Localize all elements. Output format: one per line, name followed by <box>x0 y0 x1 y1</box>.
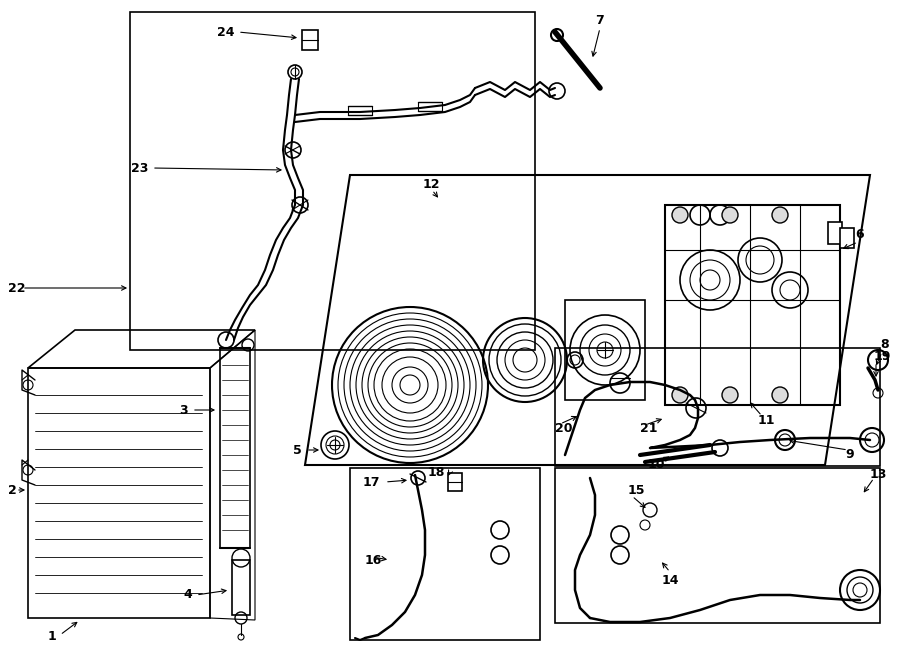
Text: 19: 19 <box>874 350 891 362</box>
Circle shape <box>672 387 688 403</box>
Text: 21: 21 <box>640 422 658 434</box>
Bar <box>130 12 535 350</box>
Bar <box>828 222 842 244</box>
Text: 7: 7 <box>596 13 605 26</box>
Text: 16: 16 <box>365 553 382 566</box>
Circle shape <box>672 207 688 223</box>
Text: 17: 17 <box>363 475 380 488</box>
Circle shape <box>772 207 788 223</box>
Text: 15: 15 <box>628 483 645 496</box>
Bar <box>448 473 462 491</box>
Text: 23: 23 <box>130 161 148 175</box>
Circle shape <box>722 387 738 403</box>
Text: 22: 22 <box>8 282 25 295</box>
Bar <box>555 348 880 466</box>
Text: 9: 9 <box>845 449 853 461</box>
Bar <box>665 205 840 405</box>
Bar <box>350 468 540 640</box>
Text: 24: 24 <box>218 26 235 38</box>
Text: 5: 5 <box>293 444 302 457</box>
Bar <box>302 30 318 50</box>
Text: 13: 13 <box>870 469 887 481</box>
Text: 11: 11 <box>758 414 776 426</box>
Text: 8: 8 <box>880 338 888 352</box>
Bar <box>565 300 645 400</box>
Text: 18: 18 <box>428 465 445 479</box>
Text: 3: 3 <box>179 403 188 416</box>
Text: 2: 2 <box>8 483 17 496</box>
Text: 20: 20 <box>555 422 572 434</box>
Bar <box>220 348 250 548</box>
Text: 1: 1 <box>48 631 57 644</box>
Bar <box>232 560 250 615</box>
Bar <box>840 228 854 248</box>
Text: 4: 4 <box>184 588 192 602</box>
Text: 6: 6 <box>855 229 864 241</box>
Text: 12: 12 <box>423 178 440 192</box>
Circle shape <box>722 207 738 223</box>
Circle shape <box>772 387 788 403</box>
Bar <box>555 468 880 623</box>
Text: 14: 14 <box>662 574 679 586</box>
Text: 10: 10 <box>648 459 665 471</box>
